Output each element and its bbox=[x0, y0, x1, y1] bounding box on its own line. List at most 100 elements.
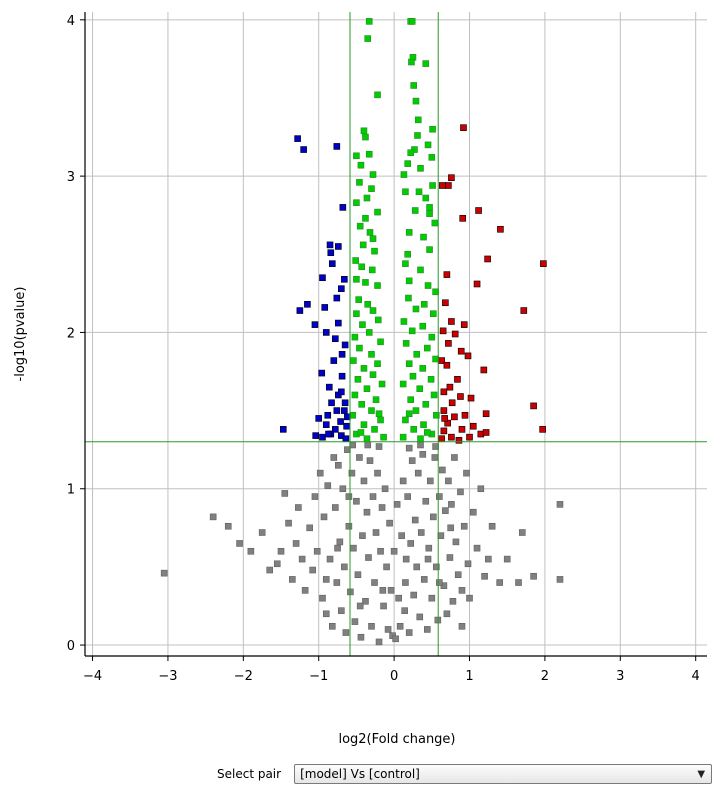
data-point-sig bbox=[400, 171, 408, 178]
data-point-ns bbox=[427, 477, 434, 485]
data-point-down bbox=[332, 426, 339, 433]
data-point-sig bbox=[374, 360, 381, 367]
data-point-ns bbox=[463, 469, 470, 477]
data-point-ns bbox=[384, 626, 392, 633]
data-point-ns bbox=[404, 493, 411, 500]
data-point-sig bbox=[358, 263, 365, 271]
data-point-sig bbox=[353, 199, 360, 206]
data-point-ns bbox=[458, 587, 466, 594]
y-axis-title: -log10(pvalue) bbox=[13, 287, 28, 382]
data-point-ns bbox=[451, 454, 458, 461]
data-point-ns bbox=[386, 519, 393, 527]
threshold-lines bbox=[85, 12, 707, 656]
data-point-ns bbox=[416, 613, 424, 621]
data-point-down bbox=[326, 241, 334, 249]
data-point-sig bbox=[433, 411, 440, 419]
data-point-sig bbox=[368, 407, 375, 414]
data-point-ns bbox=[515, 579, 522, 586]
data-point-up bbox=[460, 321, 468, 328]
data-point-sig bbox=[357, 429, 365, 436]
data-point-ns bbox=[377, 547, 384, 555]
data-point-sig bbox=[371, 247, 378, 255]
data-point-sig bbox=[409, 372, 417, 380]
data-point-ns bbox=[460, 522, 468, 530]
data-point-up bbox=[440, 407, 448, 414]
data-point-ns bbox=[401, 607, 408, 614]
data-point-ns bbox=[324, 482, 332, 489]
data-point-ns bbox=[289, 576, 296, 583]
data-point-ns bbox=[402, 555, 410, 563]
y-tick-label: 1 bbox=[67, 483, 75, 498]
data-point-down bbox=[319, 274, 326, 282]
data-point-sig bbox=[355, 296, 362, 303]
data-point-sig bbox=[368, 185, 375, 192]
data-point-sig bbox=[412, 407, 420, 414]
data-point-ns bbox=[273, 560, 281, 568]
data-point-ns bbox=[354, 571, 362, 579]
data-point-down bbox=[312, 432, 320, 439]
data-point-ns bbox=[322, 576, 330, 583]
data-point-sig bbox=[399, 380, 407, 388]
data-point-sig bbox=[416, 385, 424, 393]
data-point-ns bbox=[447, 524, 454, 532]
data-point-ns bbox=[224, 522, 232, 530]
data-point-ns bbox=[258, 529, 266, 536]
data-point-sig bbox=[377, 338, 384, 346]
select-pair-dropdown[interactable]: [model] Vs [control] ▼ bbox=[294, 764, 713, 784]
data-point-ns bbox=[383, 563, 390, 571]
data-point-ns bbox=[371, 579, 378, 586]
data-point-sig bbox=[360, 365, 368, 372]
x-tick-label: 3 bbox=[616, 669, 624, 684]
data-point-sig bbox=[414, 116, 422, 124]
data-point-down bbox=[322, 421, 330, 428]
data-point-sig bbox=[365, 150, 373, 158]
data-point-sig bbox=[374, 208, 381, 216]
data-point-sig bbox=[431, 219, 439, 227]
data-point-sig bbox=[405, 229, 413, 236]
data-point-up bbox=[459, 215, 467, 222]
data-point-ns bbox=[448, 501, 455, 508]
data-point-ns bbox=[430, 513, 437, 521]
data-point-sig bbox=[374, 282, 381, 289]
grid-lines bbox=[85, 12, 707, 656]
data-point-ns bbox=[330, 454, 338, 461]
x-axis-title: log2(Fold change) bbox=[338, 732, 455, 747]
data-point-down bbox=[318, 369, 326, 377]
data-point-ns bbox=[369, 493, 377, 500]
data-point-ns bbox=[326, 555, 334, 563]
data-point-down bbox=[300, 146, 307, 153]
data-point-sig bbox=[368, 351, 375, 358]
data-point-sig bbox=[358, 401, 365, 408]
data-point-ns bbox=[464, 560, 472, 568]
data-point-down bbox=[328, 260, 336, 267]
data-point-down bbox=[335, 319, 342, 327]
data-point-ns bbox=[311, 493, 319, 500]
data-point-ns bbox=[411, 516, 419, 524]
data-point-up bbox=[475, 207, 482, 214]
data-point-up bbox=[448, 399, 456, 407]
data-point-down bbox=[333, 407, 341, 414]
data-point-ns bbox=[449, 597, 457, 605]
data-point-ns bbox=[443, 610, 451, 618]
data-point-up bbox=[457, 393, 464, 400]
data-point-down bbox=[325, 430, 332, 438]
data-point-sig bbox=[374, 91, 381, 99]
data-point-ns bbox=[446, 554, 454, 561]
data-point-ns bbox=[445, 477, 452, 485]
data-point-up bbox=[540, 260, 547, 267]
data-point-ns bbox=[454, 571, 462, 579]
data-point-sig bbox=[411, 207, 419, 214]
data-point-sig bbox=[426, 204, 433, 211]
data-point-ns bbox=[365, 554, 372, 561]
data-point-sig bbox=[415, 188, 423, 196]
data-point-ns bbox=[364, 441, 372, 449]
data-point-sig bbox=[378, 380, 386, 388]
data-point-sig bbox=[356, 222, 364, 230]
data-point-up bbox=[439, 182, 446, 189]
data-point-ns bbox=[338, 607, 345, 614]
data-point-ns bbox=[380, 602, 387, 610]
triangle-down-icon[interactable]: ▼ bbox=[697, 768, 706, 780]
data-point-ns bbox=[398, 532, 405, 539]
data-point-ns bbox=[473, 544, 481, 552]
data-point-ns bbox=[395, 594, 402, 602]
